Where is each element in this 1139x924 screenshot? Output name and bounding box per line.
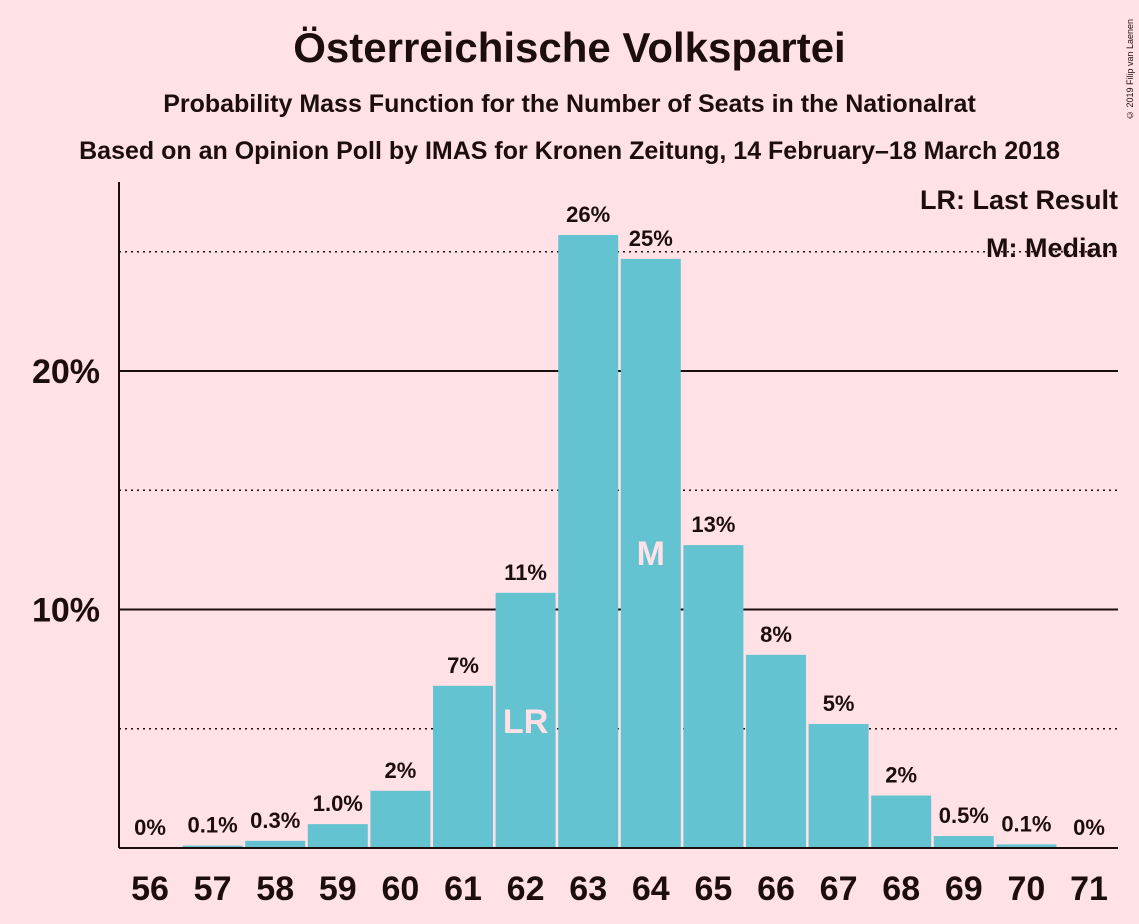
marker-m: M	[637, 535, 665, 573]
bar-68	[871, 795, 932, 848]
bar-61	[433, 685, 493, 848]
bar-66	[746, 654, 806, 848]
bar-value-label: 1.0%	[313, 791, 363, 816]
bar-value-label: 0.1%	[1001, 811, 1051, 836]
y-tick-label: 20%	[32, 353, 100, 391]
bar-63	[558, 235, 619, 848]
legend-last-result: LR: Last Result	[920, 185, 1118, 215]
bar-value-label: 26%	[566, 202, 610, 227]
bar-value-label: 0%	[1073, 815, 1105, 840]
y-tick-label: 10%	[32, 592, 100, 630]
bar-value-label: 7%	[447, 653, 479, 678]
bar-value-label: 0%	[134, 815, 166, 840]
bar-value-label: 0.1%	[188, 813, 238, 838]
bar-value-label: 8%	[760, 622, 792, 647]
x-tick-label: 60	[381, 870, 419, 908]
bar-value-label: 25%	[629, 226, 673, 251]
x-tick-label: 57	[194, 870, 232, 908]
x-tick-label: 66	[757, 870, 795, 908]
bar-65	[683, 545, 744, 848]
x-tick-label: 71	[1070, 870, 1108, 908]
bar-64	[620, 258, 681, 848]
bar-value-label: 2%	[385, 758, 417, 783]
x-tick-label: 70	[1007, 870, 1045, 908]
chart-subtitle: Probability Mass Function for the Number…	[163, 90, 976, 118]
bar-58	[245, 840, 306, 848]
legend-median: M: Median	[986, 233, 1118, 263]
x-tick-label: 63	[569, 870, 607, 908]
bar-67	[808, 723, 869, 848]
bar-62	[495, 592, 556, 848]
x-tick-label: 59	[319, 870, 357, 908]
bar-59	[307, 824, 368, 848]
bar-57	[182, 845, 243, 848]
x-tick-label: 69	[945, 870, 983, 908]
bar-70	[996, 844, 1057, 848]
x-tick-label: 62	[507, 870, 545, 908]
chart-title: Österreichische Volkspartei	[293, 24, 846, 71]
bar-value-label: 0.3%	[250, 808, 300, 833]
chart-source: Based on an Opinion Poll by IMAS for Kro…	[79, 137, 1060, 165]
bar-value-label: 13%	[691, 512, 735, 537]
x-tick-label: 64	[632, 870, 670, 908]
x-tick-label: 56	[131, 870, 169, 908]
x-tick-label: 67	[820, 870, 858, 908]
marker-lr: LR	[503, 703, 548, 741]
x-tick-label: 61	[444, 870, 482, 908]
bar-69	[933, 836, 994, 848]
x-tick-label: 68	[882, 870, 920, 908]
bar-value-label: 2%	[885, 763, 917, 788]
bar-value-label: 0.5%	[939, 803, 989, 828]
bar-value-label: 5%	[823, 691, 855, 716]
x-tick-label: 65	[694, 870, 732, 908]
x-tick-label: 58	[256, 870, 294, 908]
bar-60	[370, 790, 431, 848]
bar-value-label: 11%	[504, 560, 547, 585]
